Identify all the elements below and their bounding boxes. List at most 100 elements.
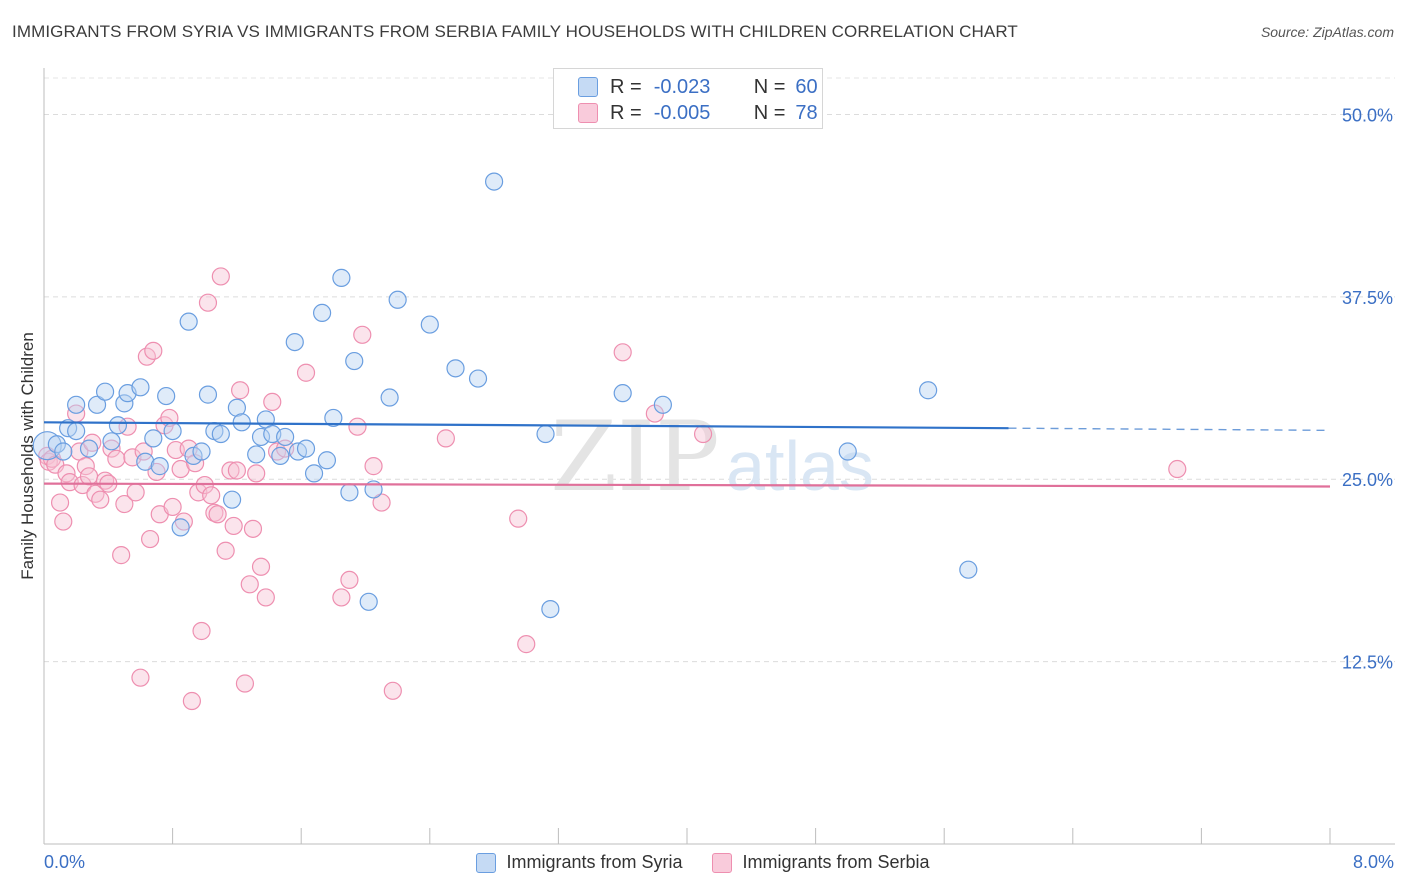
serbia-point [231,381,250,400]
stats-row-serbia: R = -0.005 N = 78 [578,101,818,125]
syria-point [485,172,504,191]
serbia-point [348,417,367,436]
syria-point [95,382,115,401]
syria-point [345,351,364,371]
syria-trend-extension [1008,427,1331,432]
serbia-point [613,343,632,362]
legend-serbia-label: Immigrants from Serbia [742,852,930,872]
gridlines [44,77,1395,663]
serbia-point [243,519,263,538]
syria-point [150,457,169,476]
serbia-point [102,439,121,458]
syria-point [446,359,465,378]
y-tick-label: 12.5% [1342,653,1393,673]
serbia-points [38,267,1187,711]
legend-serbia-swatch [712,852,733,873]
syria-point [54,442,73,461]
trend-lines [43,421,1331,488]
syria-points [32,172,978,619]
stats-row-syria: R = -0.023 N = 60 [578,75,818,99]
serbia-point [186,454,205,473]
x-tick-label-max: 8.0% [1352,852,1394,872]
serbia-point [163,497,182,517]
serbia-point [131,668,150,687]
serbia-point [202,486,221,505]
serbia-point [50,493,70,512]
syria-point [420,315,439,334]
serbia-point [364,457,383,476]
syria-point [179,312,198,331]
syria-point [276,427,295,447]
serbia-point [509,509,528,528]
syria-point [171,518,190,537]
serbia-point [235,674,255,693]
serbia-n-label: N = [753,101,786,124]
syria-point [163,421,182,441]
syria-point [271,446,290,465]
serbia-point [182,691,201,711]
serbia-trend-line [43,482,1331,488]
syria-point [653,395,672,414]
serbia-point [140,529,160,549]
serbia-point [86,484,105,503]
serbia-point [211,267,230,286]
syria-point [613,384,632,403]
serbia-point [436,429,455,448]
serbia-point [221,461,240,480]
syria-point [136,452,155,471]
x-tick-label-min: 0.0% [44,852,86,872]
syria-point [340,483,359,502]
serbia-point [198,293,218,312]
serbia-point [340,570,359,590]
serbia-point [95,471,115,490]
stats-legend: R = -0.023 N = 60 R = -0.005 N = 78 [553,68,823,129]
syria-point [131,378,150,397]
serbia-point [251,557,271,576]
syria-point [541,599,560,619]
syria-point [232,413,251,432]
serbia-point [224,516,243,536]
y-tick-label: 25.0% [1342,470,1393,490]
syria-r-label: R = [610,75,642,98]
syria-n-value: 60 [795,75,818,98]
serbia-r-value: -0.005 [653,101,711,124]
serbia-point [208,505,227,524]
serbia-point [256,588,275,607]
legend-item-serbia[interactable]: Immigrants from Serbia [712,852,930,873]
legend-syria-label: Immigrants from Syria [506,852,683,872]
syria-point [317,451,337,470]
serbia-point [126,483,145,502]
syria-point [79,439,99,458]
serbia-point [83,433,102,452]
serbia-point [332,588,351,607]
serbia-point [76,457,95,476]
serbia-point [263,392,282,412]
syria-point [47,435,66,454]
syria-point [144,429,163,448]
serbia-point [353,325,372,344]
legend-syria-swatch [476,852,497,873]
serbia-point [147,462,166,482]
syria-point [198,385,218,404]
watermark-atlas: atlas [726,427,874,505]
serbia-point [383,681,402,700]
syria-point [388,290,407,309]
y-tick-labels: 12.5% 25.0% 37.5% 50.0% [1342,105,1393,672]
legend-item-syria[interactable]: Immigrants from Syria [476,852,682,873]
serbia-point [247,464,266,483]
syria-point [312,303,332,323]
serbia-point [192,621,211,641]
y-tick-label: 50.0% [1342,105,1393,125]
syria-point [192,442,211,461]
syria-point [67,421,86,441]
syria-point [332,268,351,287]
syria-r-value: -0.023 [653,75,711,98]
chart-title: IMMIGRANTS FROM SYRIA VS IMMIGRANTS FROM… [12,22,1018,41]
serbia-point [115,494,134,514]
serbia-point [517,635,536,654]
syria-point [959,560,978,579]
serbia-point [227,461,246,480]
serbia-point [240,575,259,594]
serbia-swatch [578,103,598,123]
syria-point [227,398,246,417]
